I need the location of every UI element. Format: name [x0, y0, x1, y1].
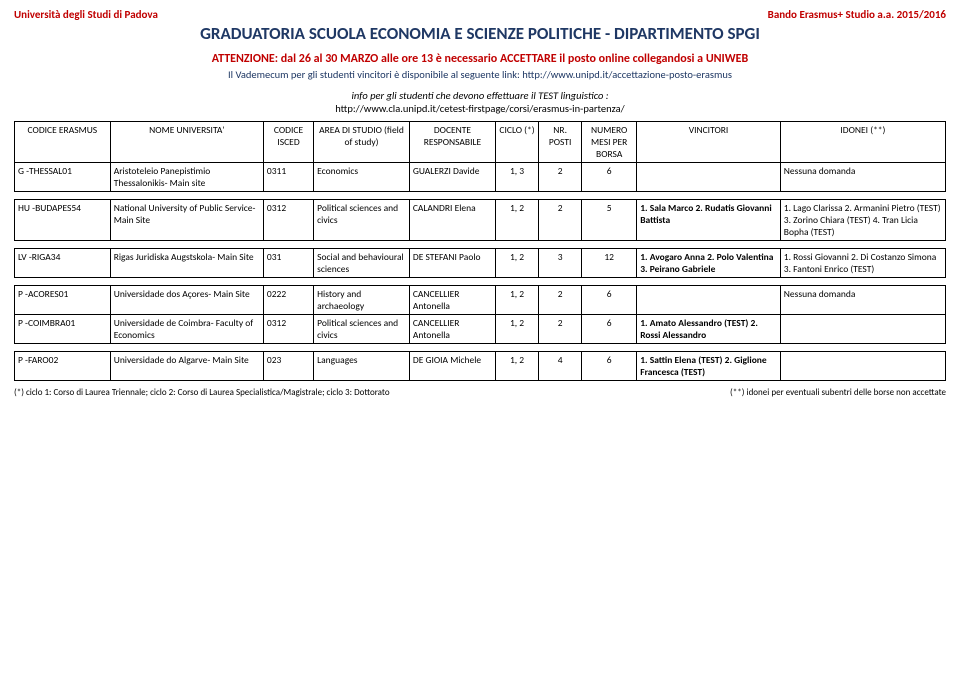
cell-isced: 0312 [263, 315, 313, 344]
cell-ciclo: 1, 2 [496, 352, 539, 381]
cell-docente: CANCELLIER Antonella [409, 286, 495, 315]
cell-codice: P -COIMBRA01 [15, 315, 111, 344]
ranking-table: CODICE ERASMUS NOME UNIVERSITA' CODICE I… [14, 121, 946, 381]
bando-name: Bando Erasmus+ Studio a.a. 2015/2016 [768, 8, 946, 21]
col-idonei: IDONEI (**) [780, 122, 945, 163]
cell-universita: Universidade dos Açores- Main Site [110, 286, 263, 315]
cell-idonei: 1. Rossi Giovanni 2. Di Costanzo Simona … [780, 249, 945, 278]
col-mesi: NUMERO MESI PER BORSA [582, 122, 637, 163]
col-posti: NR. POSTI [539, 122, 582, 163]
cell-ciclo: 1, 3 [496, 163, 539, 192]
cell-mesi: 6 [582, 163, 637, 192]
cell-codice: HU -BUDAPES54 [15, 200, 111, 241]
cell-posti: 2 [539, 315, 582, 344]
cell-universita: Rigas Juridiska Augstskola- Main Site [110, 249, 263, 278]
cell-isced: 0222 [263, 286, 313, 315]
cell-docente: CALANDRI Elena [409, 200, 495, 241]
cell-universita: Aristoteleio Panepistimio Thessalonikis-… [110, 163, 263, 192]
col-vincitori: VINCITORI [637, 122, 781, 163]
cell-docente: CANCELLIER Antonella [409, 315, 495, 344]
cell-posti: 2 [539, 200, 582, 241]
cell-posti: 3 [539, 249, 582, 278]
cell-area: Social and behavioural sciences [314, 249, 410, 278]
cell-vincitori: 1. Sala Marco 2. Rudatis Giovanni Battis… [637, 200, 781, 241]
cell-docente: DE STEFANI Paolo [409, 249, 495, 278]
col-docente: DOCENTE RESPONSABILE [409, 122, 495, 163]
cell-isced: 0311 [263, 163, 313, 192]
page-title: GRADUATORIA SCUOLA ECONOMIA E SCIENZE PO… [14, 23, 946, 44]
cell-idonei: Nessuna domanda [780, 163, 945, 192]
col-area-studio: AREA DI STUDIO (field of study) [314, 122, 410, 163]
cell-docente: DE GIOIA Michele [409, 352, 495, 381]
cell-universita: National University of Public Service- M… [110, 200, 263, 241]
col-ciclo: CICLO (*) [496, 122, 539, 163]
cell-area: Economics [314, 163, 410, 192]
table-row: P -ACORES01Universidade dos Açores- Main… [15, 286, 946, 315]
cell-posti: 4 [539, 352, 582, 381]
cell-area: Political sciences and civics [314, 200, 410, 241]
vademecum-line: Il Vademecum per gli studenti vincitori … [14, 68, 946, 81]
cell-vincitori: 1. Amato Alessandro (TEST) 2. Rossi Ales… [637, 315, 781, 344]
cell-codice: G -THESSAL01 [15, 163, 111, 192]
cell-idonei: Nessuna domanda [780, 286, 945, 315]
footnote-ciclo: (*) ciclo 1: Corso di Laurea Triennale; … [14, 387, 390, 398]
cell-ciclo: 1, 2 [496, 200, 539, 241]
cell-mesi: 6 [582, 315, 637, 344]
table-row: HU -BUDAPES54National University of Publ… [15, 200, 946, 241]
table-header-row: CODICE ERASMUS NOME UNIVERSITA' CODICE I… [15, 122, 946, 163]
cell-ciclo: 1, 2 [496, 249, 539, 278]
cell-idonei [780, 315, 945, 344]
cell-docente: GUALERZI Davide [409, 163, 495, 192]
table-row: P -FARO02Universidade do Algarve- Main S… [15, 352, 946, 381]
cell-isced: 023 [263, 352, 313, 381]
cell-idonei: 1. Lago Clarissa 2. Armanini Pietro (TES… [780, 200, 945, 241]
cell-mesi: 5 [582, 200, 637, 241]
table-row: LV -RIGA34Rigas Juridiska Augstskola- Ma… [15, 249, 946, 278]
cell-codice: P -ACORES01 [15, 286, 111, 315]
cell-mesi: 6 [582, 352, 637, 381]
cell-area: Political sciences and civics [314, 315, 410, 344]
cell-mesi: 6 [582, 286, 637, 315]
cell-codice: LV -RIGA34 [15, 249, 111, 278]
cell-vincitori: 1. Avogaro Anna 2. Polo Valentina 3. Pei… [637, 249, 781, 278]
cell-posti: 2 [539, 163, 582, 192]
cell-vincitori: 1. Sattin Elena (TEST) 2. Giglione Franc… [637, 352, 781, 381]
table-row: G -THESSAL01Aristoteleio Panepistimio Th… [15, 163, 946, 192]
cell-area: History and archaeology [314, 286, 410, 315]
cell-posti: 2 [539, 286, 582, 315]
col-codice-erasmus: CODICE ERASMUS [15, 122, 111, 163]
footnote-idonei: (**) idonei per eventuali subentri delle… [730, 387, 946, 398]
cell-universita: Universidade de Coimbra- Faculty of Econ… [110, 315, 263, 344]
col-codice-isced: CODICE ISCED [263, 122, 313, 163]
cell-ciclo: 1, 2 [496, 315, 539, 344]
cell-vincitori [637, 163, 781, 192]
info-line-1: info per gli studenti che devono effettu… [14, 89, 946, 102]
info-link: http://www.cla.unipd.it/cetest-firstpage… [14, 102, 946, 115]
cell-vincitori [637, 286, 781, 315]
cell-isced: 0312 [263, 200, 313, 241]
cell-isced: 031 [263, 249, 313, 278]
cell-ciclo: 1, 2 [496, 286, 539, 315]
attention-line: ATTENZIONE: dal 26 al 30 MARZO alle ore … [14, 52, 946, 66]
table-row: P -COIMBRA01Universidade de Coimbra- Fac… [15, 315, 946, 344]
university-name: Università degli Studi di Padova [14, 8, 158, 21]
cell-universita: Universidade do Algarve- Main Site [110, 352, 263, 381]
cell-area: Languages [314, 352, 410, 381]
cell-mesi: 12 [582, 249, 637, 278]
col-nome-universita: NOME UNIVERSITA' [110, 122, 263, 163]
cell-idonei [780, 352, 945, 381]
cell-codice: P -FARO02 [15, 352, 111, 381]
